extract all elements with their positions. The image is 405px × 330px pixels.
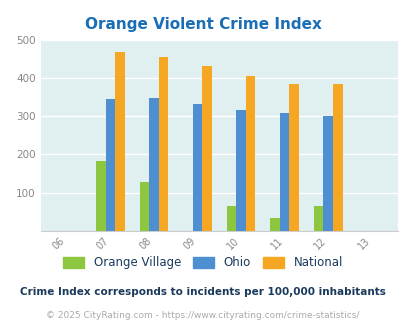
Text: Orange Violent Crime Index: Orange Violent Crime Index [84,17,321,32]
Bar [202,66,211,231]
Text: Crime Index corresponds to incidents per 100,000 inhabitants: Crime Index corresponds to incidents per… [20,287,385,297]
Bar [96,161,105,231]
Bar [115,52,124,231]
Bar [236,111,245,231]
Bar [245,76,255,231]
Bar [279,113,289,231]
Bar [332,83,342,231]
Bar [139,182,149,231]
Bar [158,57,168,231]
Legend: Orange Village, Ohio, National: Orange Village, Ohio, National [58,252,347,274]
Text: © 2025 CityRating.com - https://www.cityrating.com/crime-statistics/: © 2025 CityRating.com - https://www.city… [46,311,359,320]
Bar [226,206,236,231]
Bar [149,98,158,231]
Bar [313,206,322,231]
Bar [192,104,202,231]
Bar [322,116,332,231]
Bar [289,83,298,231]
Bar [105,99,115,231]
Bar [270,217,279,231]
